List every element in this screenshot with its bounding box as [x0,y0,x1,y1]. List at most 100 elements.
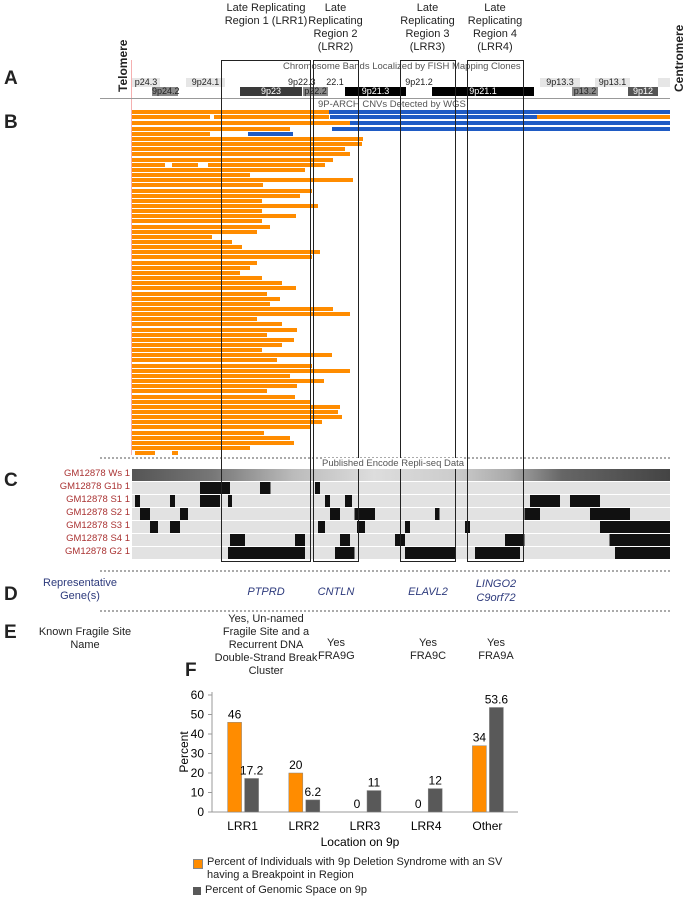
cnv-segment [132,409,338,414]
cnv-segment [132,198,262,203]
cnv-segment [172,451,178,456]
cnv-segment [132,219,262,224]
cnv-segment [208,162,325,167]
cnv-segment [132,142,362,147]
cnv-segment [132,121,327,125]
band-bottom-0: 9p24.2 [152,86,180,96]
track-label: GM12878 S1 1 [66,494,130,505]
fragile-site-label: Known Fragile Site Name [38,626,132,651]
bar-deletion [472,745,487,813]
panel-label-c: C [4,470,18,491]
lrr3-box [400,60,456,562]
legend-swatch-orange [193,859,203,869]
lrr1-box [221,60,311,562]
data-label: 46 [228,707,242,721]
lrr2-box [313,60,359,562]
cnv-segment [132,265,250,270]
data-label: 20 [289,758,303,772]
gene-lrr3: ELAVL2 [408,586,448,598]
cnv-segment [132,173,250,178]
lrr4-box [467,60,524,562]
x-axis-title: Location on 9p [321,835,400,849]
cnv-segment [132,317,257,322]
band-3: 22.1 [325,77,345,87]
panel-a-title: Chromosome Bands Localized by FISH Mappi… [283,61,521,72]
bar-deletion [227,722,242,813]
cnv-segment [132,312,350,317]
bar-genomic [427,788,443,813]
band-1: 9p24.1 [186,78,225,87]
cnv-segment [132,348,262,353]
cnv-segment [132,245,242,250]
legend-swatch-gray [193,887,201,895]
cnv-segment [132,147,345,152]
repli-row [132,482,670,494]
y-tick-label: 30 [191,747,205,761]
cnv-segment [132,255,312,260]
cnv-segment [132,394,295,399]
bar-genomic [489,707,504,813]
divider [100,570,670,572]
fragile-site-lrr4: Yes FRA9A [478,637,514,662]
gene-lrr2: CNTLN [317,586,355,598]
cnv-segment [132,440,294,445]
data-label: 34 [473,731,487,745]
x-tick-label: LRR2 [288,819,319,833]
cnv-segment [132,203,318,208]
cnv-segment [132,353,332,358]
cnv-segment [132,110,335,114]
cnv-segment [135,451,155,456]
track-label: GM12878 Ws 1 [64,468,130,479]
cnv-segment [132,178,353,183]
y-tick-label: 40 [191,727,205,741]
repli-row [132,508,670,520]
cnv-segment [132,322,282,327]
cnv-segment [132,281,282,286]
cnv-segment [132,446,250,450]
gene-lrr4: LINGO2 C9orf72 [475,578,517,604]
x-tick-label: LRR4 [411,819,442,833]
panel-label-b: B [4,112,18,133]
panel-b-title: 9P-ARCH CNVs Detected by WGS [318,99,466,110]
region-header-lrr1: Late Replicating Region 1 (LRR1) [224,2,308,27]
band-6: 9p13.1 [595,78,630,87]
band-bottom-4: 9p21.1 [432,87,534,96]
cnv-segment [132,209,262,214]
panel-label-e: E [4,622,17,643]
cnv-segment [132,363,312,368]
cnv-segment [132,384,297,389]
cnv-segment [248,132,293,136]
legend-item-deletion: Percent of Individuals with 9p Deletion … [193,856,533,882]
cnv-segment [537,115,670,119]
data-label: 17.2 [240,763,264,777]
cnv-segment [132,270,240,275]
cnv-segment [132,260,257,265]
band-bottom-5: p13.2 [572,86,598,96]
cnv-segment [329,110,670,114]
gene-lrr1: PTPRD [247,586,285,598]
y-tick-label: 20 [191,766,205,780]
cnv-segment [132,183,263,188]
cnv-segment [132,327,297,332]
divider [100,98,670,99]
y-tick-label: 0 [197,805,204,819]
telomere-line [131,60,132,455]
track-label: GM12878 S4 1 [66,533,130,544]
y-tick-label: 60 [191,688,205,702]
data-label: 0 [354,797,361,811]
fragile-site-lrr2: Yes FRA9G [318,637,355,662]
cnv-segment [132,137,363,141]
band-bottom-1: 9p23 [240,87,302,96]
legend-label: Percent of Individuals with 9p Deletion … [207,856,503,881]
cnv-segment [132,343,282,347]
cnv-segment [132,167,305,172]
y-tick-label: 10 [191,786,205,800]
band-p11 [658,78,670,87]
cnv-segment [330,115,670,119]
cnv-segment [132,240,232,244]
region-header-lrr2: Late Replicating Region 2 (LRR2) [308,2,363,53]
cnv-segment [132,301,270,306]
cnv-segment [132,250,320,255]
